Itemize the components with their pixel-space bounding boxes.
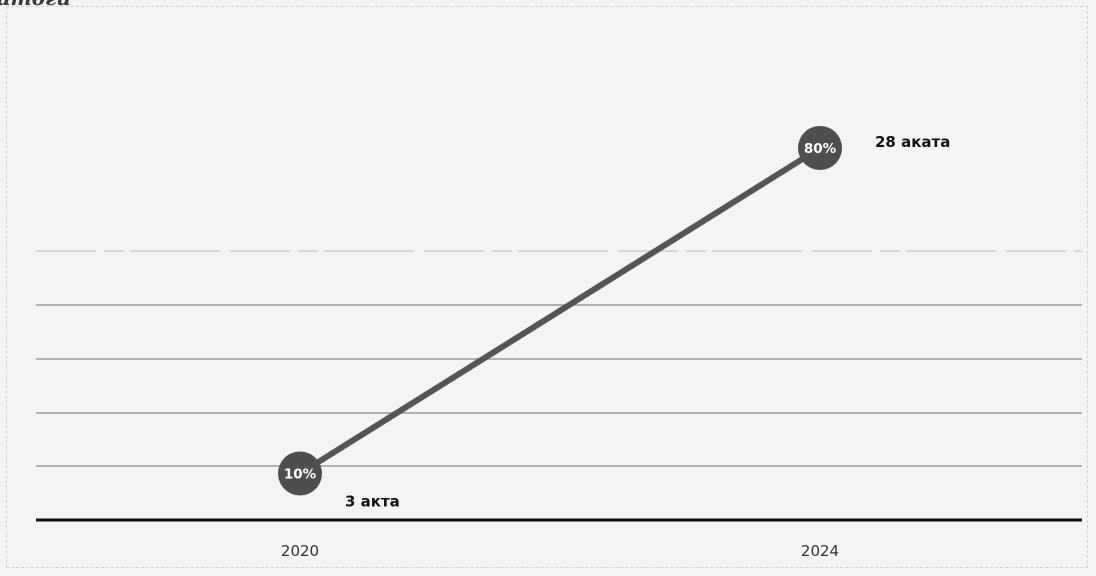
x-tick-label: 2020 <box>281 542 319 560</box>
data-point-marker <box>798 126 842 170</box>
gridlines <box>36 250 1082 467</box>
x-tick-label: 2024 <box>801 542 839 560</box>
data-annotation: 3 акта <box>345 493 400 511</box>
series-group: 10% 3 акта 80% 28 аката <box>278 126 950 511</box>
value-label: 10% <box>284 467 317 483</box>
data-annotation: 28 аката <box>875 133 950 151</box>
value-label: 80% <box>804 141 837 157</box>
data-point-marker <box>278 451 322 496</box>
x-tick-labels: 2020 2024 <box>281 542 839 560</box>
series-line <box>297 145 823 477</box>
heading-fragment: итоги <box>0 0 71 10</box>
